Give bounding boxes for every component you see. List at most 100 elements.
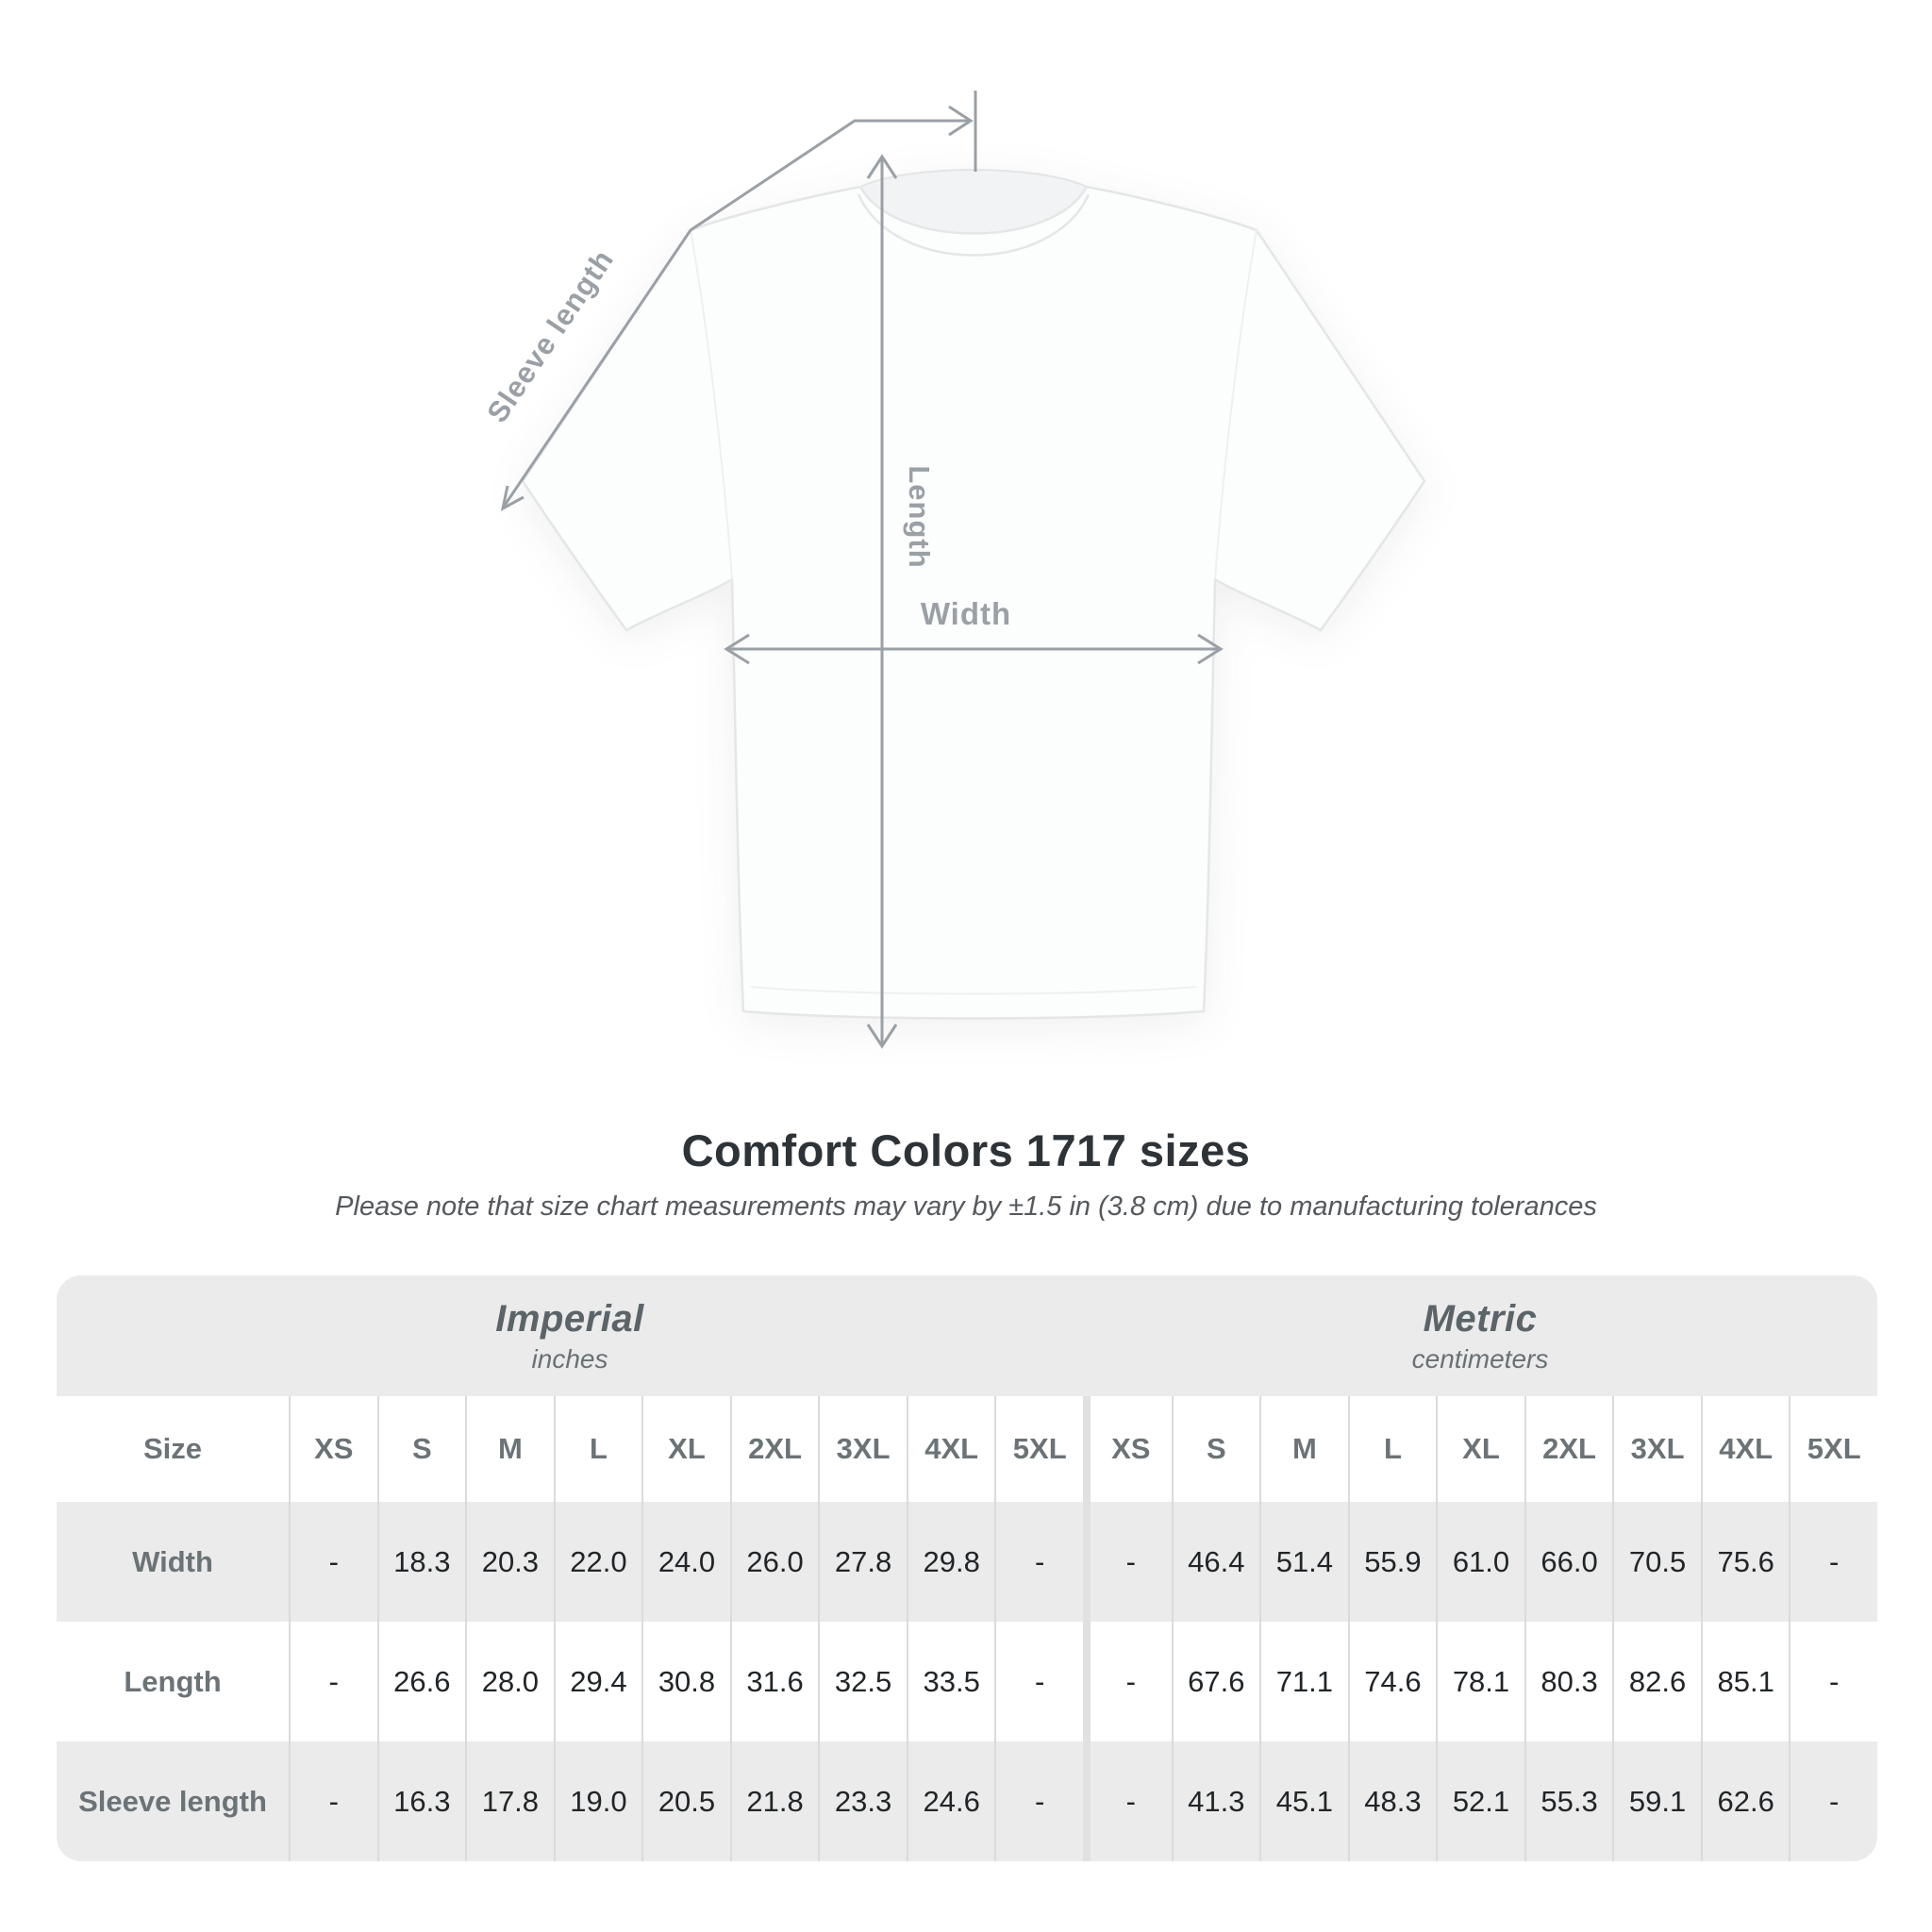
size-table-grid: Imperial inches Metric centimeters Size X… [57, 1275, 1877, 1861]
value-cell-metric: 45.1 [1259, 1741, 1348, 1861]
value-cell-imperial: - [289, 1741, 377, 1861]
value-cell-imperial: 33.5 [906, 1622, 995, 1741]
row-label: Width [57, 1502, 289, 1622]
value-cell-metric: 66.0 [1524, 1502, 1613, 1622]
size-header-metric-m: M [1259, 1396, 1348, 1502]
value-cell-metric: 55.9 [1347, 1502, 1437, 1622]
value-cell-imperial: 29.8 [906, 1502, 995, 1622]
row-label: Sleeve length [57, 1741, 289, 1861]
value-cell-metric: 61.0 [1436, 1502, 1524, 1622]
value-cell-metric: 74.6 [1347, 1622, 1437, 1741]
value-cell-metric: - [1083, 1502, 1172, 1622]
unit-group-metric-label: Metric [1423, 1297, 1538, 1340]
size-header-metric-l: L [1347, 1396, 1437, 1502]
value-cell-imperial: 29.4 [553, 1622, 642, 1741]
value-cell-imperial: 17.8 [465, 1741, 554, 1861]
value-cell-metric: - [1083, 1741, 1172, 1861]
unit-group-metric: Metric centimeters [1083, 1275, 1877, 1396]
length-label: Length [903, 465, 936, 568]
size-header-metric-3xl: 3XL [1612, 1396, 1701, 1502]
sleeve-length-right-head [948, 105, 974, 137]
value-cell-imperial: 18.3 [376, 1502, 466, 1622]
value-cell-imperial: 24.0 [641, 1502, 730, 1622]
size-table: Imperial inches Metric centimeters Size X… [57, 1275, 1877, 1861]
unit-group-imperial-sublabel: inches [531, 1343, 608, 1374]
value-cell-imperial: 26.6 [376, 1622, 466, 1741]
size-header-imperial-3xl: 3XL [818, 1396, 907, 1502]
size-header-imperial-xl: XL [641, 1396, 730, 1502]
value-cell-metric: 82.6 [1612, 1622, 1701, 1741]
value-cell-imperial: 24.6 [906, 1741, 995, 1861]
page-subtitle: Please note that size chart measurements… [335, 1191, 1597, 1222]
value-cell-metric: 70.5 [1612, 1502, 1701, 1622]
value-cell-metric: 55.3 [1524, 1741, 1613, 1861]
value-cell-imperial: 32.5 [818, 1622, 907, 1741]
value-cell-imperial: - [994, 1741, 1083, 1861]
size-header-imperial-xs: XS [289, 1396, 377, 1502]
size-header-imperial-s: S [376, 1396, 466, 1502]
tshirt-left-armhole-seam [690, 229, 733, 580]
length-arrow-down-head [866, 1024, 898, 1049]
size-header-metric-xs: XS [1083, 1396, 1172, 1502]
sleeve-length-end-head [500, 485, 525, 511]
tshirt-measurement-diagram: Sleeve length Length Width [400, 38, 1532, 1104]
size-header-metric-5xl: 5XL [1789, 1396, 1877, 1502]
tshirt-graphic [521, 169, 1426, 1020]
size-header-imperial-4xl: 4XL [906, 1396, 995, 1502]
value-cell-metric: 71.1 [1259, 1622, 1348, 1741]
size-header-metric-xl: XL [1436, 1396, 1524, 1502]
width-label: Width [921, 596, 1011, 631]
value-cell-metric: 67.6 [1171, 1622, 1260, 1741]
value-cell-imperial: - [289, 1622, 377, 1741]
value-cell-imperial: 23.3 [818, 1741, 907, 1861]
size-header-imperial-l: L [553, 1396, 642, 1502]
value-cell-imperial: 27.8 [818, 1502, 907, 1622]
value-cell-metric: 41.3 [1171, 1741, 1260, 1861]
size-header-imperial-5xl: 5XL [994, 1396, 1083, 1502]
value-cell-imperial: 31.6 [729, 1622, 819, 1741]
row-label: Length [124, 1664, 222, 1698]
value-cell-metric: 48.3 [1347, 1741, 1437, 1861]
size-header-metric-s: S [1171, 1396, 1260, 1502]
value-cell-imperial: - [994, 1622, 1083, 1741]
size-header-imperial-2xl: 2XL [729, 1396, 819, 1502]
tshirt-right-armhole-seam [1214, 229, 1257, 580]
width-arrow-left-head [724, 633, 750, 665]
value-cell-metric: 75.6 [1700, 1502, 1790, 1622]
value-cell-metric: 78.1 [1436, 1622, 1524, 1741]
value-cell-metric: - [1083, 1622, 1172, 1741]
value-cell-metric: 51.4 [1259, 1502, 1348, 1622]
tshirt-collar-stitch [857, 193, 1091, 257]
value-cell-imperial: 28.0 [465, 1622, 554, 1741]
value-cell-imperial: 16.3 [376, 1741, 466, 1861]
page-title: Comfort Colors 1717 sizes [681, 1125, 1251, 1175]
value-cell-metric: 52.1 [1436, 1741, 1524, 1861]
length-arrow-up-head [866, 154, 898, 179]
unit-group-metric-sublabel: centimeters [1411, 1343, 1549, 1374]
size-header-metric-2xl: 2XL [1524, 1396, 1613, 1502]
value-cell-imperial: - [289, 1502, 377, 1622]
value-cell-metric: 85.1 [1700, 1622, 1790, 1741]
sleeve-length-arrow-line [502, 119, 970, 508]
value-cell-imperial: 20.3 [465, 1502, 554, 1622]
tshirt-diagram-svg: Sleeve length Length Width [480, 91, 1426, 1049]
title-block: Comfort Colors 1717 sizes Please note th… [0, 1124, 1932, 1223]
width-arrow-right-head [1197, 633, 1224, 665]
value-cell-imperial: 26.0 [729, 1502, 819, 1622]
value-cell-imperial: 21.8 [729, 1741, 819, 1861]
value-cell-metric: - [1789, 1741, 1877, 1861]
value-cell-imperial: 30.8 [641, 1622, 730, 1741]
value-cell-imperial: 20.5 [641, 1741, 730, 1861]
value-cell-imperial: 22.0 [553, 1502, 642, 1622]
tshirt-hem-stitch [750, 986, 1197, 995]
tshirt-body [521, 185, 1426, 1020]
value-cell-metric: - [1789, 1622, 1877, 1741]
value-cell-imperial: - [994, 1502, 1083, 1622]
unit-group-imperial: Imperial inches [57, 1275, 1083, 1396]
size-col-header: Size [142, 1432, 203, 1465]
size-header-imperial-m: M [465, 1396, 554, 1502]
value-cell-metric: - [1789, 1502, 1877, 1622]
value-cell-imperial: 19.0 [553, 1741, 642, 1861]
value-cell-metric: 80.3 [1524, 1622, 1613, 1741]
